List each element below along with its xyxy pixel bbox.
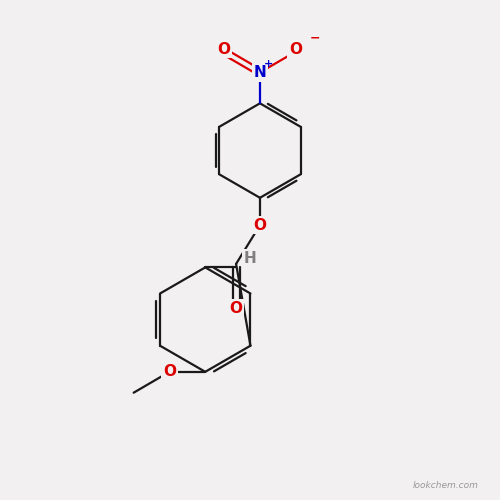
Text: O: O <box>254 218 266 232</box>
Text: O: O <box>163 364 176 380</box>
Text: O: O <box>230 300 242 316</box>
Text: O: O <box>218 42 230 56</box>
Text: O: O <box>289 42 302 56</box>
Text: N: N <box>254 65 266 80</box>
Text: +: + <box>264 58 274 68</box>
Text: lookchem.com: lookchem.com <box>413 480 478 490</box>
Text: H: H <box>244 251 256 266</box>
Text: −: − <box>310 31 320 44</box>
